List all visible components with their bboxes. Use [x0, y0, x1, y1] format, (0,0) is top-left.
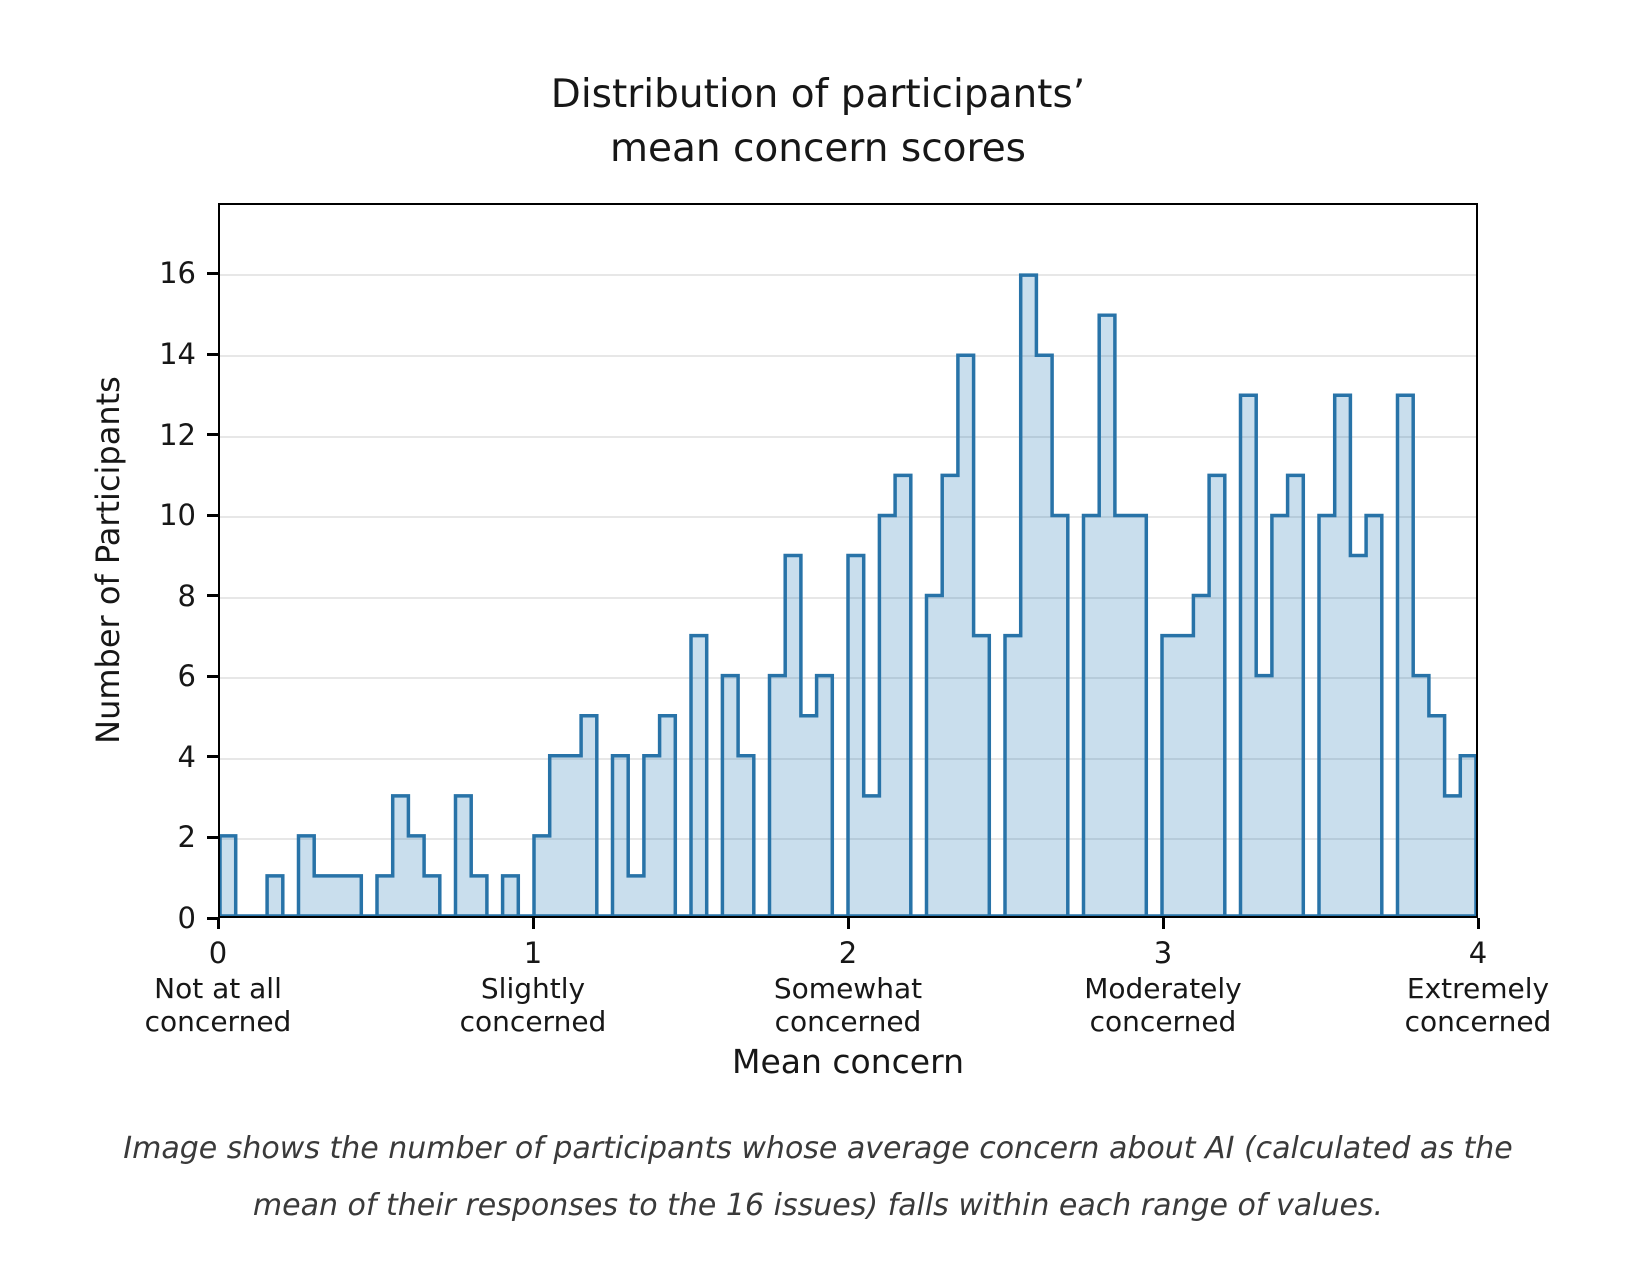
x-tick-sublabel-2: Somewhat concerned — [773, 972, 923, 1038]
x-tick-1 — [531, 918, 535, 929]
chart-title: Distribution of participants’ mean conce… — [0, 68, 1636, 176]
gridline-y16 — [220, 274, 1476, 277]
x-tick-2 — [846, 918, 850, 929]
caption: Image shows the number of participants w… — [0, 1120, 1636, 1234]
x-tick-label-0: 0 — [208, 936, 228, 970]
y-tick-label-10: 10 — [159, 498, 196, 533]
y-tick-4 — [207, 755, 218, 759]
x-tick-label-3: 3 — [1153, 936, 1173, 970]
y-tick-label-8: 8 — [177, 578, 196, 613]
y-tick-label-12: 12 — [159, 417, 196, 452]
plot-area — [218, 203, 1478, 918]
chart-title-line1: Distribution of participants’ — [550, 72, 1086, 117]
x-tick-sublabel-4: Extremely concerned — [1404, 972, 1552, 1038]
y-tick-0 — [207, 916, 218, 920]
caption-line1: Image shows the number of participants w… — [123, 1131, 1513, 1166]
gridline-y10 — [220, 516, 1476, 519]
histogram-outline — [220, 273, 1476, 916]
y-tick-16 — [207, 271, 218, 275]
y-tick-label-14: 14 — [159, 337, 196, 372]
y-tick-2 — [207, 835, 218, 839]
y-tick-label-0: 0 — [177, 901, 196, 935]
chart-title-line2: mean concern scores — [609, 126, 1027, 171]
gridline-y14 — [220, 355, 1476, 358]
y-tick-12 — [207, 433, 218, 437]
x-tick-sublabel-3: Moderately concerned — [1084, 972, 1242, 1038]
y-tick-label-4: 4 — [177, 739, 196, 774]
y-tick-label-2: 2 — [177, 820, 196, 855]
x-tick-4 — [1476, 918, 1480, 929]
x-tick-label-2: 2 — [838, 936, 858, 970]
y-tick-8 — [207, 594, 218, 598]
x-tick-label-1: 1 — [523, 936, 543, 970]
y-tick-10 — [207, 513, 218, 517]
caption-line2: mean of their responses to the 16 issues… — [252, 1188, 1384, 1223]
y-tick-14 — [207, 352, 218, 356]
x-tick-3 — [1161, 918, 1165, 929]
x-tick-sublabel-0: Not at all concerned — [144, 972, 292, 1038]
x-tick-0 — [216, 918, 220, 929]
x-axis-label: Mean concern — [732, 1042, 964, 1081]
gridline-y12 — [220, 435, 1476, 438]
x-tick-label-4: 4 — [1468, 936, 1488, 970]
x-tick-sublabel-1: Slightly concerned — [459, 972, 607, 1038]
y-tick-label-16: 16 — [159, 256, 196, 291]
y-tick-6 — [207, 674, 218, 678]
histogram — [220, 273, 1476, 916]
y-tick-label-6: 6 — [177, 659, 196, 694]
